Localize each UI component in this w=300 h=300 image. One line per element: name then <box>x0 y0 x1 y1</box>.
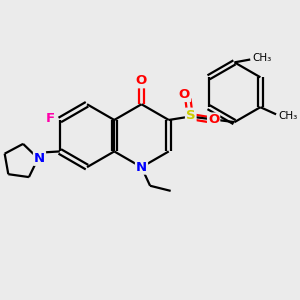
Text: CH₃: CH₃ <box>253 53 272 63</box>
Text: O: O <box>136 74 147 87</box>
Text: O: O <box>208 113 219 127</box>
Text: N: N <box>34 152 45 165</box>
Text: N: N <box>136 161 147 174</box>
Text: CH₃: CH₃ <box>278 111 298 121</box>
Text: S: S <box>186 109 196 122</box>
Text: F: F <box>46 112 55 125</box>
Text: O: O <box>179 88 190 101</box>
